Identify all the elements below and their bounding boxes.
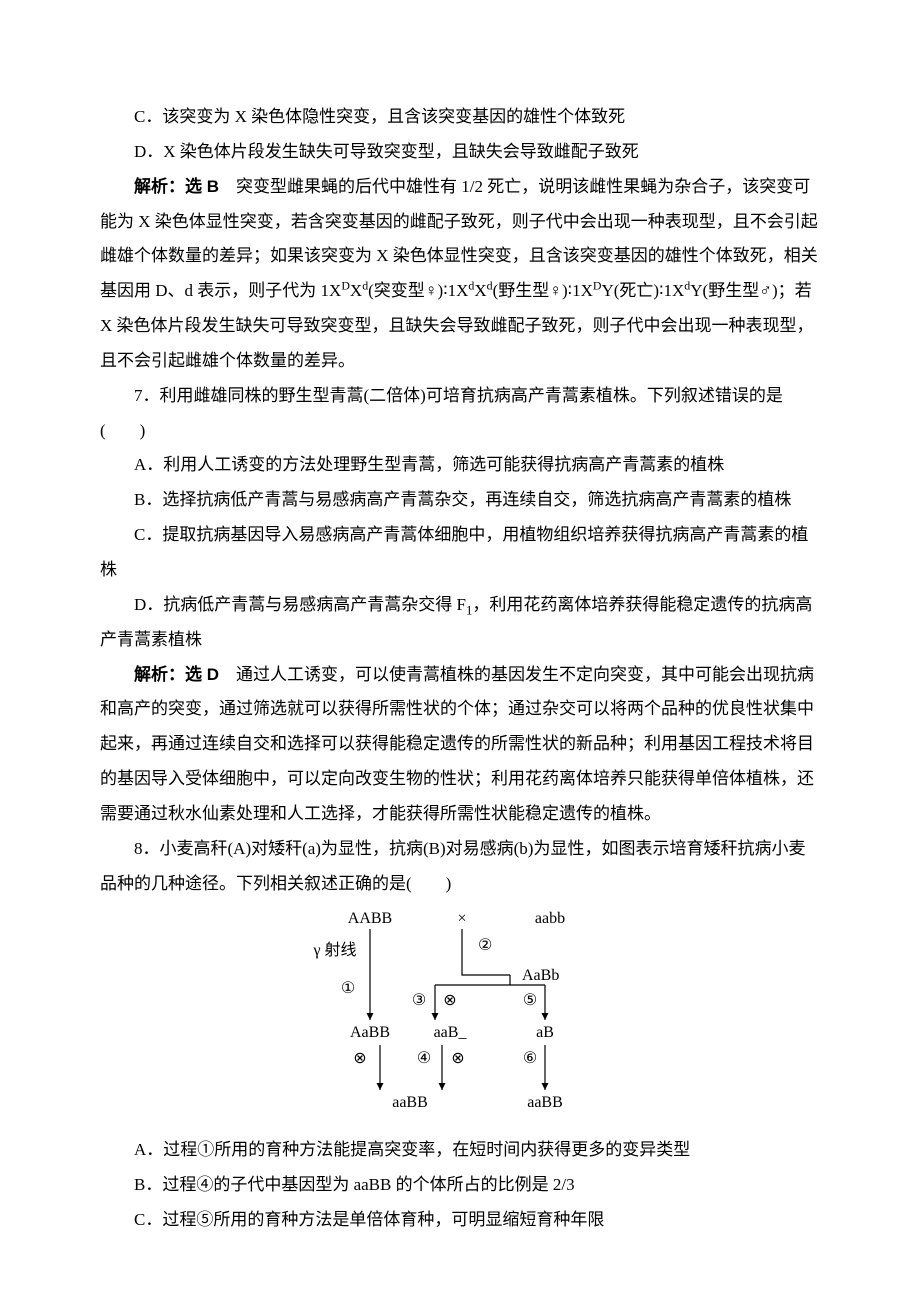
circ-4: ④ [417, 1050, 431, 1067]
node-aB: aB [536, 1024, 554, 1041]
q8-option-c: C．过程⑤所用的育种方法是单倍体育种，可明显缩短育种年限 [100, 1203, 820, 1238]
q7-answer-label: 解析：选 D [134, 665, 219, 684]
q6-exp-c: (野生型♀)∶1X [493, 281, 593, 300]
circ-1: ① [341, 980, 355, 997]
q6-explanation: 解析：选 B 突变型雌果蝇的后代中雄性有 1/2 死亡，说明该雌性果蝇为杂合子，… [100, 170, 820, 379]
node-AaBB: AaBB [350, 1024, 390, 1041]
node-aaBB-L: aaBB [392, 1094, 428, 1111]
breeding-flowchart: .t { font-family: SimSun, serif; font-si… [300, 905, 620, 1125]
node-aabb: aabb [535, 910, 565, 927]
q6-option-c: C．该突变为 X 染色体隐性突变，且含该突变基因的雄性个体致死 [100, 100, 820, 135]
circ-3: ③ [412, 992, 426, 1009]
q6-exp-d: Y(死亡)∶1X [601, 281, 684, 300]
q7-option-a: A．利用人工诱变的方法处理野生型青蒿，筛选可能获得抗病高产青蒿素的植株 [100, 448, 820, 483]
q6-option-d: D．X 染色体片段发生缺失可导致突变型，且缺失会导致雌配子致死 [100, 135, 820, 170]
q8-option-a: A．过程①所用的育种方法能提高突变率，在短时间内获得更多的变异类型 [100, 1133, 820, 1168]
q7-option-d: D．抗病低产青蒿与易感病高产青蒿杂交得 F1，利用花药离体培养获得能稳定遗传的抗… [100, 588, 820, 658]
node-aaBB-R: aaBB [527, 1094, 563, 1111]
q7-stem: 7．利用雌雄同株的野生型青蒿(二倍体)可培育抗病高产青蒿素植株。下列叙述错误的是… [100, 379, 820, 449]
gamma-label: γ 射线 [312, 941, 356, 959]
node-AABB: AABB [348, 910, 392, 927]
circ-5: ⑤ [523, 992, 537, 1009]
q8-option-b: B．过程④的子代中基因型为 aaBB 的个体所占的比例是 2/3 [100, 1168, 820, 1203]
q7-option-c: C．提取抗病基因导入易感病高产青蒿体细胞中，用植物组织培养获得抗病高产青蒿素的植… [100, 518, 820, 588]
q7-exp-body: 通过人工诱变，可以使青蒿植株的基因发生不定向突变，其中可能会出现抗病和高产的突变… [100, 665, 814, 823]
q8-stem: 8．小麦高秆(A)对矮秆(a)为显性，抗病(B)对易感病(b)为显性，如图表示培… [100, 832, 820, 902]
q7-explanation: 解析：选 D 通过人工诱变，可以使青蒿植株的基因发生不定向突变，其中可能会出现抗… [100, 658, 820, 832]
circ-2: ② [478, 937, 492, 954]
q7-option-b: B．选择抗病低产青蒿与易感病高产青蒿杂交，再连续自交，筛选抗病高产青蒿素的植株 [100, 483, 820, 518]
q7-d-part1: D．抗病低产青蒿与易感病高产青蒿杂交得 F [134, 595, 466, 614]
q8-diagram: .t { font-family: SimSun, serif; font-si… [100, 905, 820, 1125]
q6-exp-b: (突变型♀)∶1X [368, 281, 468, 300]
self-3: ⊗ [443, 992, 456, 1009]
circ-6: ⑥ [523, 1050, 537, 1067]
node-AaBb: AaBb [522, 967, 559, 984]
self-mid: ⊗ [451, 1050, 464, 1067]
cross-symbol: × [457, 910, 466, 927]
node-aaB_: aaB_ [434, 1024, 468, 1041]
q6-answer-label: 解析：选 B [134, 177, 219, 196]
self-left: ⊗ [353, 1050, 366, 1067]
